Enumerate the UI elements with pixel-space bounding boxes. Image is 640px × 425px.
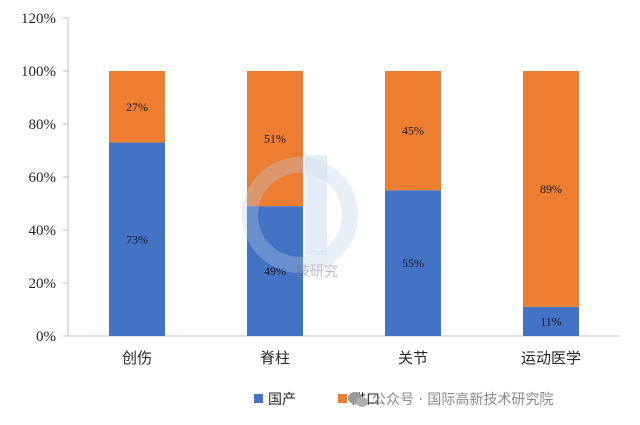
bar-imported [109, 71, 165, 143]
legend-swatch [254, 394, 263, 403]
y-tick-label: 20% [29, 276, 57, 292]
x-tick-label: 脊柱 [260, 349, 290, 367]
y-tick-label: 80% [29, 117, 57, 133]
bar-imported [247, 71, 303, 207]
y-tick-label: 120% [21, 11, 56, 27]
data-label: 51% [264, 132, 286, 146]
legend-swatch [338, 394, 347, 403]
bar-domestic [109, 142, 165, 336]
data-label: 55% [402, 256, 424, 270]
bar-domestic [385, 190, 441, 336]
y-tick-label: 40% [29, 223, 57, 239]
bars-group: 73% 27% 创伤 49% 51% 脊柱 55% 45% 关节 11% 89% 运动医学 [109, 71, 581, 367]
bar-domestic [523, 306, 579, 336]
data-label: 11% [540, 314, 562, 328]
bar-imported [385, 71, 441, 191]
data-label: 45% [402, 124, 424, 138]
y-axis-ticks: 0% 20% 40% 60% 80% 100% 120% [21, 11, 68, 345]
x-tick-label: 创伤 [122, 349, 152, 367]
bar-imported [523, 71, 579, 307]
watermark-logo: 技研究 [242, 155, 358, 280]
bar-domestic [247, 206, 303, 336]
data-label: 89% [540, 182, 562, 196]
wechat-watermark: 公众号 · 国际高新技术研究院 [348, 391, 553, 408]
data-label: 27% [126, 100, 148, 114]
data-label: 49% [264, 264, 286, 278]
y-tick-label: 100% [21, 64, 56, 80]
data-label: 73% [126, 232, 148, 246]
wechat-icon [348, 392, 368, 407]
watermark-logo-text: 技研究 [296, 264, 338, 280]
x-tick-label: 关节 [398, 349, 428, 367]
legend-label: 国产 [268, 392, 296, 408]
x-tick-label: 运动医学 [521, 349, 581, 367]
watermark-text: 公众号 · 国际高新技术研究院 [372, 391, 553, 408]
y-tick-label: 0% [36, 329, 56, 345]
y-tick-label: 60% [29, 170, 57, 186]
